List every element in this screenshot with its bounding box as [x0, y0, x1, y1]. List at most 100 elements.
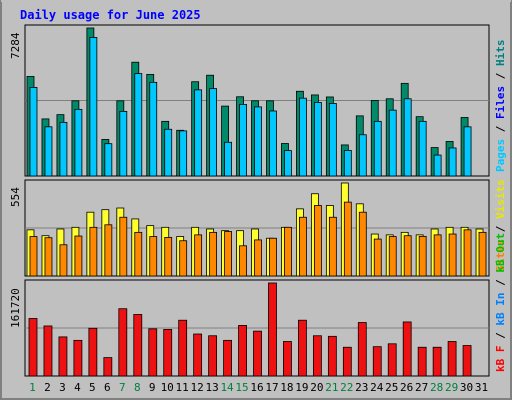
bar-kb-f-day-12: [193, 333, 203, 377]
bar-kb-f-day-25: [387, 343, 397, 377]
bar-sites-day-13: [209, 231, 218, 277]
x-tick-day-16: 16: [250, 381, 264, 394]
bar-kb-f-day-22: [342, 346, 352, 377]
x-tick-day-4: 4: [74, 381, 81, 394]
legend-entry: Hits: [494, 39, 507, 67]
bar-sites-day-31: [478, 231, 487, 277]
bar-kb-f-day-5: [88, 327, 98, 377]
bar-kb-f-day-14: [223, 339, 232, 377]
bar-kb-f-day-19: [298, 319, 307, 377]
bar-sites-day-22: [343, 201, 352, 277]
bar-files-day-7: [119, 110, 128, 177]
bar-sites-day-9: [149, 236, 158, 277]
x-tick-day-20: 20: [310, 381, 324, 394]
bar-sites-day-6: [104, 224, 113, 277]
bar-kb-f-day-17: [268, 282, 277, 377]
bar-files-day-23: [358, 134, 367, 177]
bar-sites-day-1: [29, 236, 38, 277]
x-tick-day-21: 21: [325, 381, 339, 394]
x-tick-day-11: 11: [175, 381, 189, 394]
bar-sites-day-19: [299, 216, 307, 277]
bar-files-day-10: [164, 128, 173, 177]
bar-sites-day-20: [313, 205, 322, 277]
bar-files-day-22: [343, 149, 352, 177]
bar-kb-f-day-11: [178, 319, 188, 377]
x-tick-day-17: 17: [265, 381, 279, 394]
bar-files-day-8: [134, 73, 143, 177]
bar-sites-day-3: [59, 244, 68, 277]
bar-kb-f-day-4: [73, 339, 83, 377]
x-tick-day-13: 13: [205, 381, 219, 394]
bar-files-day-12: [194, 89, 203, 177]
bar-sites-day-8: [134, 231, 143, 277]
bar-sites-day-4: [74, 235, 83, 277]
bar-sites-day-23: [358, 211, 367, 277]
bar-kb-f-day-7: [118, 308, 128, 377]
bar-kb-f-day-18: [283, 341, 292, 377]
bar-files-day-3: [59, 121, 68, 177]
x-tick-day-5: 5: [89, 381, 96, 394]
bar-files-day-13: [209, 88, 218, 177]
bar-files-day-11: [179, 130, 188, 177]
bar-files-day-17: [269, 110, 277, 177]
panel-1-legend: Pages / Files / Hits: [494, 40, 507, 173]
bar-files-day-28: [433, 154, 442, 177]
bar-kb-f-day-1: [28, 318, 38, 377]
x-tick-day-27: 27: [415, 381, 429, 394]
bar-kb-f-day-26: [402, 321, 412, 377]
legend-entry: Visits: [494, 179, 507, 219]
bar-sites-day-17: [269, 237, 277, 277]
legend-entry: Pages: [494, 138, 507, 172]
bar-kb-f-day-30: [462, 345, 472, 377]
bar-kb-f-day-13: [208, 335, 218, 377]
bar-kb-f-day-10: [163, 329, 173, 377]
bar-files-day-19: [299, 97, 307, 177]
bar-sites-day-14: [224, 231, 232, 277]
bar-kb-f-day-6: [103, 357, 113, 377]
bar-files-day-5: [89, 37, 98, 177]
x-tick-day-7: 7: [118, 381, 126, 394]
bar-files-day-16: [254, 106, 262, 177]
bar-sites-day-28: [433, 234, 442, 277]
chart-title: Daily usage for June 2025: [20, 8, 201, 22]
bar-sites-day-24: [373, 238, 382, 277]
bar-files-day-27: [418, 120, 427, 177]
bar-kb-f-day-3: [58, 336, 68, 377]
x-tick-day-25: 25: [385, 381, 399, 394]
bar-sites-day-25: [388, 236, 397, 277]
bar-files-day-9: [149, 81, 158, 177]
bar-files-day-20: [313, 102, 322, 177]
bar-sites-day-15: [239, 245, 247, 277]
legend-entry: /: [494, 272, 507, 293]
bar-sites-day-30: [463, 229, 472, 277]
legend-entry: /: [494, 325, 507, 346]
panel-3-max-label: 161720: [9, 288, 22, 328]
legend-entry: kB In: [494, 292, 507, 326]
legend-entry: /: [494, 119, 507, 139]
bar-sites-day-10: [164, 236, 173, 277]
bar-files-day-15: [239, 104, 247, 177]
x-tick-day-28: 28: [429, 381, 444, 394]
x-tick-day-15: 15: [235, 381, 249, 394]
legend-entry: Files: [494, 85, 507, 119]
x-tick-day-10: 10: [160, 381, 174, 394]
x-tick-day-23: 23: [355, 381, 369, 394]
bar-kb-f-day-2: [43, 325, 53, 377]
bar-sites-day-26: [403, 235, 412, 277]
bar-files-day-25: [388, 109, 397, 177]
bar-sites-day-11: [179, 240, 188, 277]
bar-kb-f-day-29: [447, 341, 457, 377]
bar-sites-day-21: [328, 216, 337, 277]
legend-entry: /: [494, 66, 507, 86]
bar-files-day-1: [29, 87, 38, 177]
x-tick-day-29: 29: [444, 381, 459, 394]
bar-files-day-29: [448, 147, 457, 177]
x-tick-day-14: 14: [220, 381, 234, 394]
bar-files-day-2: [44, 126, 53, 177]
x-tick-day-19: 19: [295, 381, 309, 394]
x-tick-day-2: 2: [44, 381, 51, 394]
legend-entry: kB Out: [494, 232, 507, 273]
bar-kb-f-day-16: [253, 330, 262, 377]
x-tick-day-12: 12: [190, 381, 204, 394]
